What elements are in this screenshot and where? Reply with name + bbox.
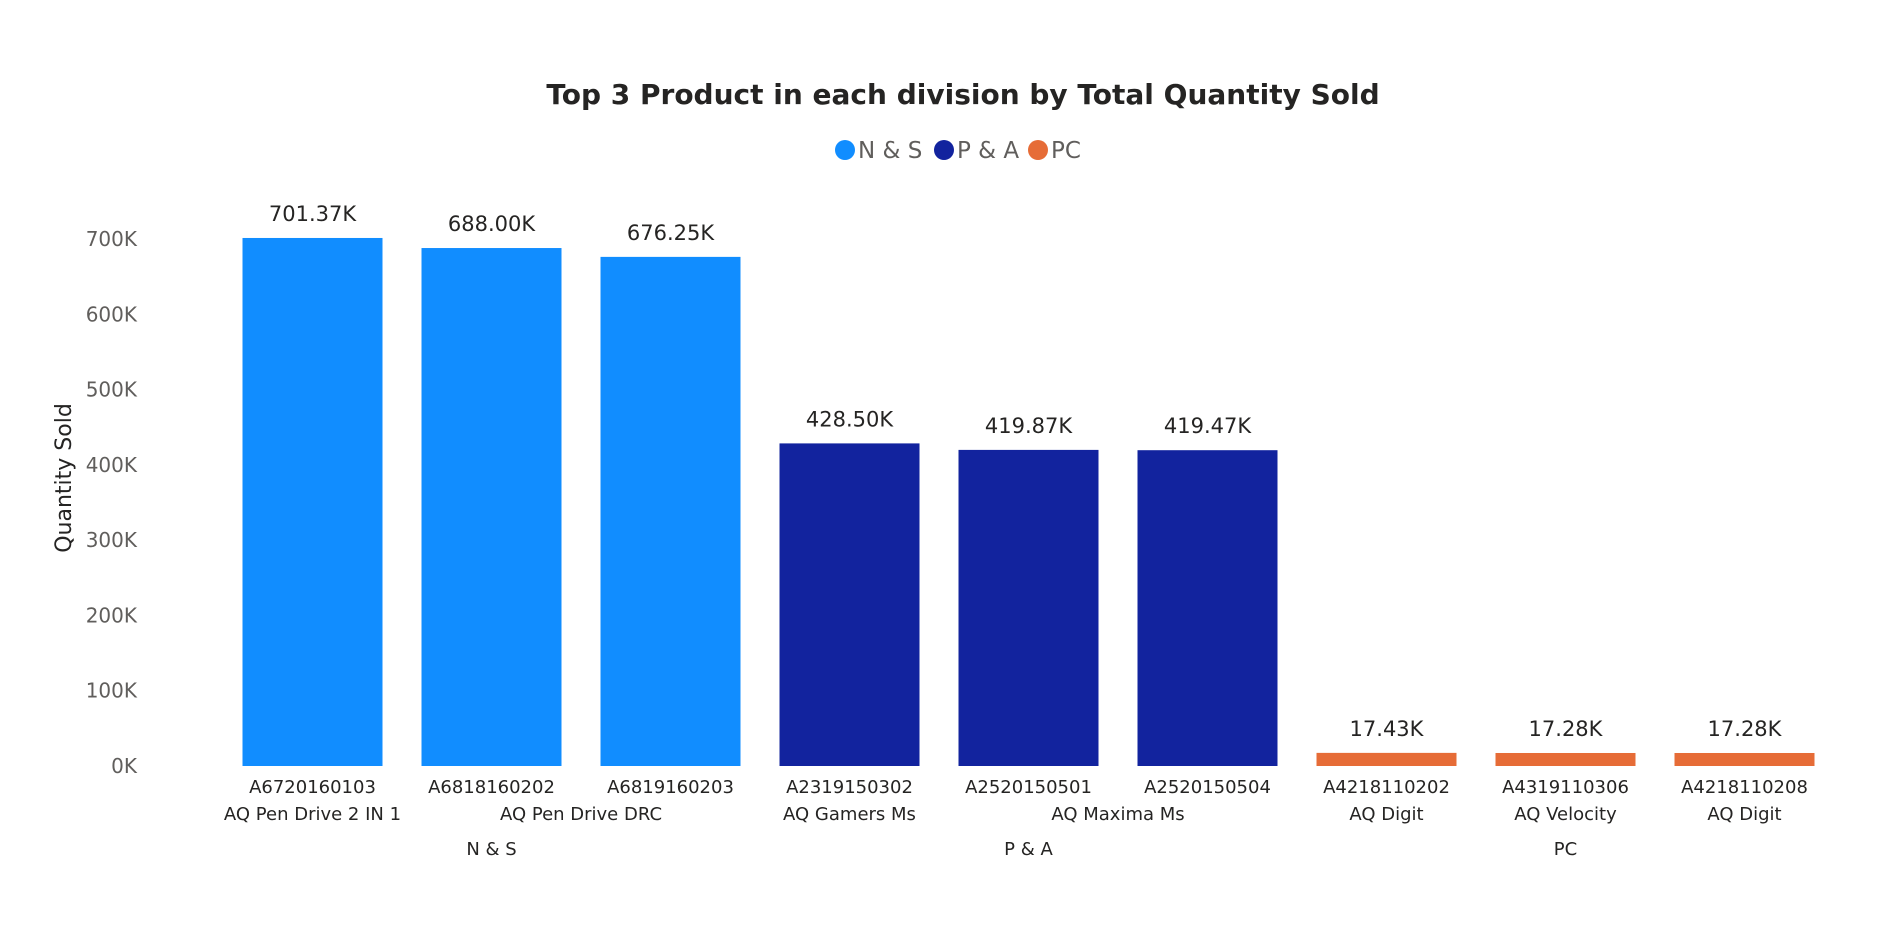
x-axis-labels: A6720160103 AQ Pen Drive 2 IN 1 A681816020…	[224, 777, 1808, 860]
data-label: 17.28K	[1708, 717, 1783, 741]
legend[interactable]: N & S P & A PC	[835, 138, 1081, 164]
x-tick-product-group: AQ Maxima Ms	[1051, 804, 1184, 825]
x-tick-product-code: A6818160202	[428, 777, 555, 798]
data-label: 17.28K	[1529, 717, 1604, 741]
x-tick-product-name: AQ Digit	[1349, 804, 1423, 825]
x-tick-product-name: AQ Pen Drive 2 IN 1	[224, 804, 401, 825]
data-label: 701.37K	[269, 202, 357, 226]
bar[interactable]	[600, 256, 741, 766]
x-tick-product-code: A6819160203	[607, 777, 734, 798]
data-label: 419.47K	[1164, 414, 1252, 438]
legend-marker[interactable]	[835, 140, 855, 160]
x-tick-product-code: A2520150501	[965, 777, 1092, 798]
x-tick-division: P & A	[1004, 839, 1053, 860]
bar[interactable]	[958, 449, 1099, 766]
bar[interactable]	[242, 237, 383, 767]
bar[interactable]	[421, 248, 562, 766]
legend-label[interactable]: N & S	[858, 138, 922, 164]
x-tick-product-group: AQ Pen Drive DRC	[500, 804, 662, 825]
x-tick-product-code: A4218110208	[1681, 777, 1808, 798]
x-tick-product-name: AQ Digit	[1707, 804, 1781, 825]
x-tick-product-code: A4218110202	[1323, 777, 1450, 798]
y-tick-label: 100K	[86, 679, 138, 703]
data-label: 17.43K	[1350, 717, 1425, 741]
bar[interactable]	[1674, 752, 1815, 766]
x-tick-product-name: AQ Velocity	[1514, 804, 1617, 825]
x-tick-division: PC	[1554, 839, 1577, 860]
y-tick-label: 0K	[111, 754, 138, 778]
bar[interactable]	[779, 443, 920, 766]
y-tick-label: 400K	[86, 453, 138, 477]
bar[interactable]	[1137, 450, 1278, 766]
legend-marker[interactable]	[1028, 140, 1048, 160]
chart-title: Top 3 Product in each division by Total …	[546, 78, 1379, 111]
y-axis-label: Quantity Sold	[52, 403, 77, 553]
legend-marker[interactable]	[934, 140, 954, 160]
x-tick-product-code: A6720160103	[249, 777, 376, 798]
y-tick-label: 700K	[86, 227, 138, 251]
bar[interactable]	[1495, 752, 1636, 766]
data-label: 419.87K	[985, 414, 1073, 438]
x-tick-product-code: A2520150504	[1144, 777, 1271, 798]
y-tick-label: 500K	[86, 378, 138, 402]
data-label: 428.50K	[806, 407, 894, 431]
data-label: 688.00K	[448, 212, 536, 236]
legend-label[interactable]: P & A	[957, 138, 1019, 164]
x-tick-product-code: A2319150302	[786, 777, 913, 798]
x-tick-product-name: AQ Gamers Ms	[783, 804, 916, 825]
y-tick-label: 200K	[86, 603, 138, 627]
bars	[242, 237, 1815, 767]
x-tick-product-code: A4319110306	[1502, 777, 1629, 798]
y-axis-ticks: 0K 100K 200K 300K 400K 500K 600K 700K	[86, 227, 138, 778]
data-label: 676.25K	[627, 221, 715, 245]
legend-label[interactable]: PC	[1051, 138, 1081, 164]
x-tick-division: N & S	[466, 839, 516, 860]
bar[interactable]	[1316, 752, 1457, 766]
y-tick-label: 600K	[86, 302, 138, 326]
y-tick-label: 300K	[86, 528, 138, 552]
data-labels: 701.37K 688.00K 676.25K 428.50K 419.87K 419.4…	[269, 202, 1783, 741]
